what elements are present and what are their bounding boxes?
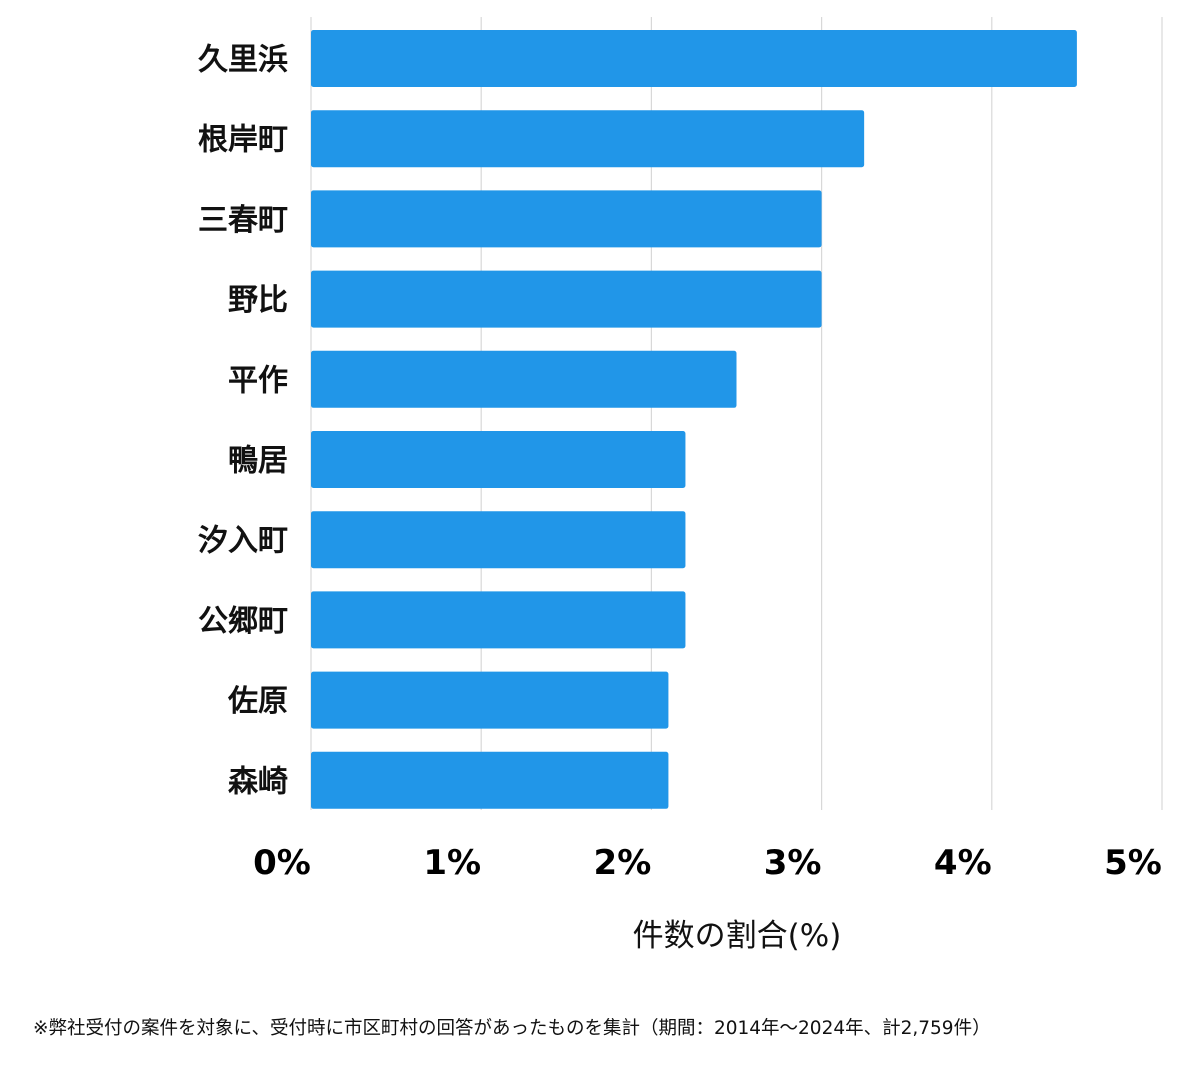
bar-9 [311,751,669,809]
bar-1 [311,110,865,168]
x-axis-title: 件数の割合(%) [633,918,842,954]
bar-3 [311,270,822,328]
x-tick-labels: 0% 1% 2% 3% 4% 5% [253,843,1162,883]
bar-0 [311,30,1077,87]
x-tick-label-5: 5% [1104,843,1162,883]
category-label-9: 森崎 [228,764,288,799]
bar-8 [311,671,669,729]
x-tick-label-0: 0% [253,843,311,883]
category-label-5: 鴨居 [228,444,288,479]
category-label-3: 野比 [228,283,288,318]
category-label-4: 平作 [228,363,288,398]
x-tick-label-1: 1% [423,843,481,883]
bar-7 [311,591,686,649]
footnote: ※弊社受付の案件を対象に、受付時に市区町村の回答があったものを集計（期間：201… [33,1018,991,1039]
bars [311,30,1077,809]
category-label-0: 久里浜 [198,43,288,78]
bar-2 [311,190,822,248]
x-tick-label-4: 4% [934,843,992,883]
category-label-2: 三春町 [198,203,288,238]
category-label-1: 根岸町 [198,123,288,158]
bar-4 [311,350,737,408]
category-label-6: 汐入町 [198,524,288,559]
category-label-7: 公郷町 [198,604,288,639]
x-tick-label-3: 3% [764,843,822,883]
bar-5 [311,431,686,488]
category-label-8: 佐原 [227,684,288,719]
bar-6 [311,511,686,569]
x-tick-label-2: 2% [594,843,652,883]
